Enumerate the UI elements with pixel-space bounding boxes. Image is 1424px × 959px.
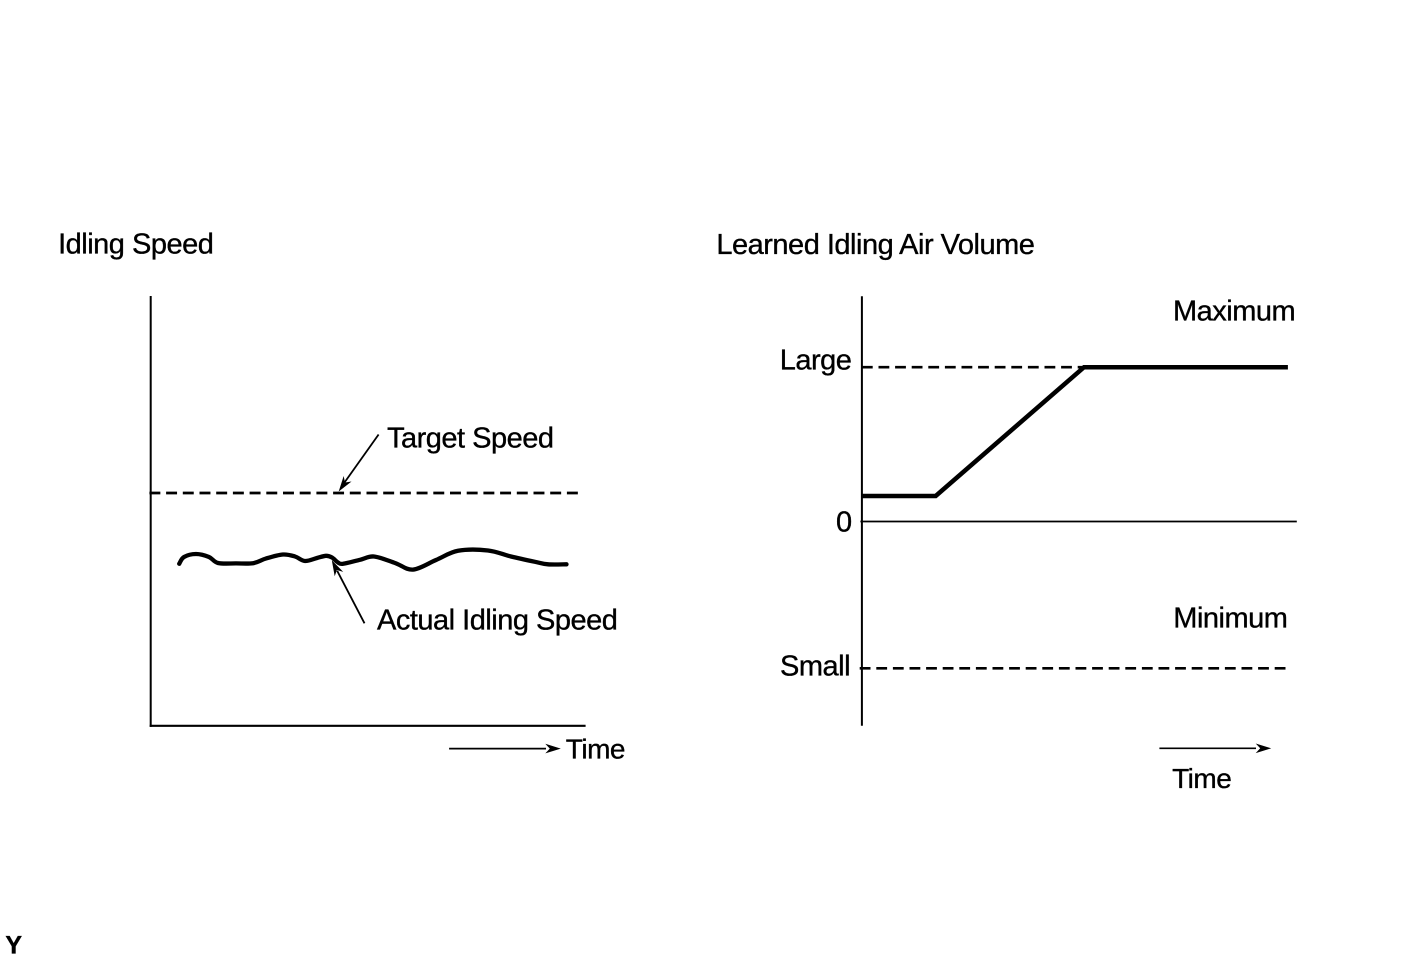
svg-text:Large: Large [780,345,852,377]
svg-text:Actual Idling Speed: Actual Idling Speed [377,605,617,637]
svg-text:Idling Speed: Idling Speed [58,229,213,261]
svg-text:Small: Small [780,651,850,683]
svg-text:Minimum: Minimum [1173,602,1287,634]
svg-text:Time: Time [566,734,625,765]
svg-text:Y: Y [5,931,22,959]
svg-text:Learned Idling Air Volume: Learned Idling Air Volume [716,229,1034,261]
svg-text:0: 0 [836,506,852,538]
svg-text:Maximum: Maximum [1173,295,1295,327]
svg-text:Target Speed: Target Speed [387,423,554,455]
svg-text:Time: Time [1172,763,1231,794]
